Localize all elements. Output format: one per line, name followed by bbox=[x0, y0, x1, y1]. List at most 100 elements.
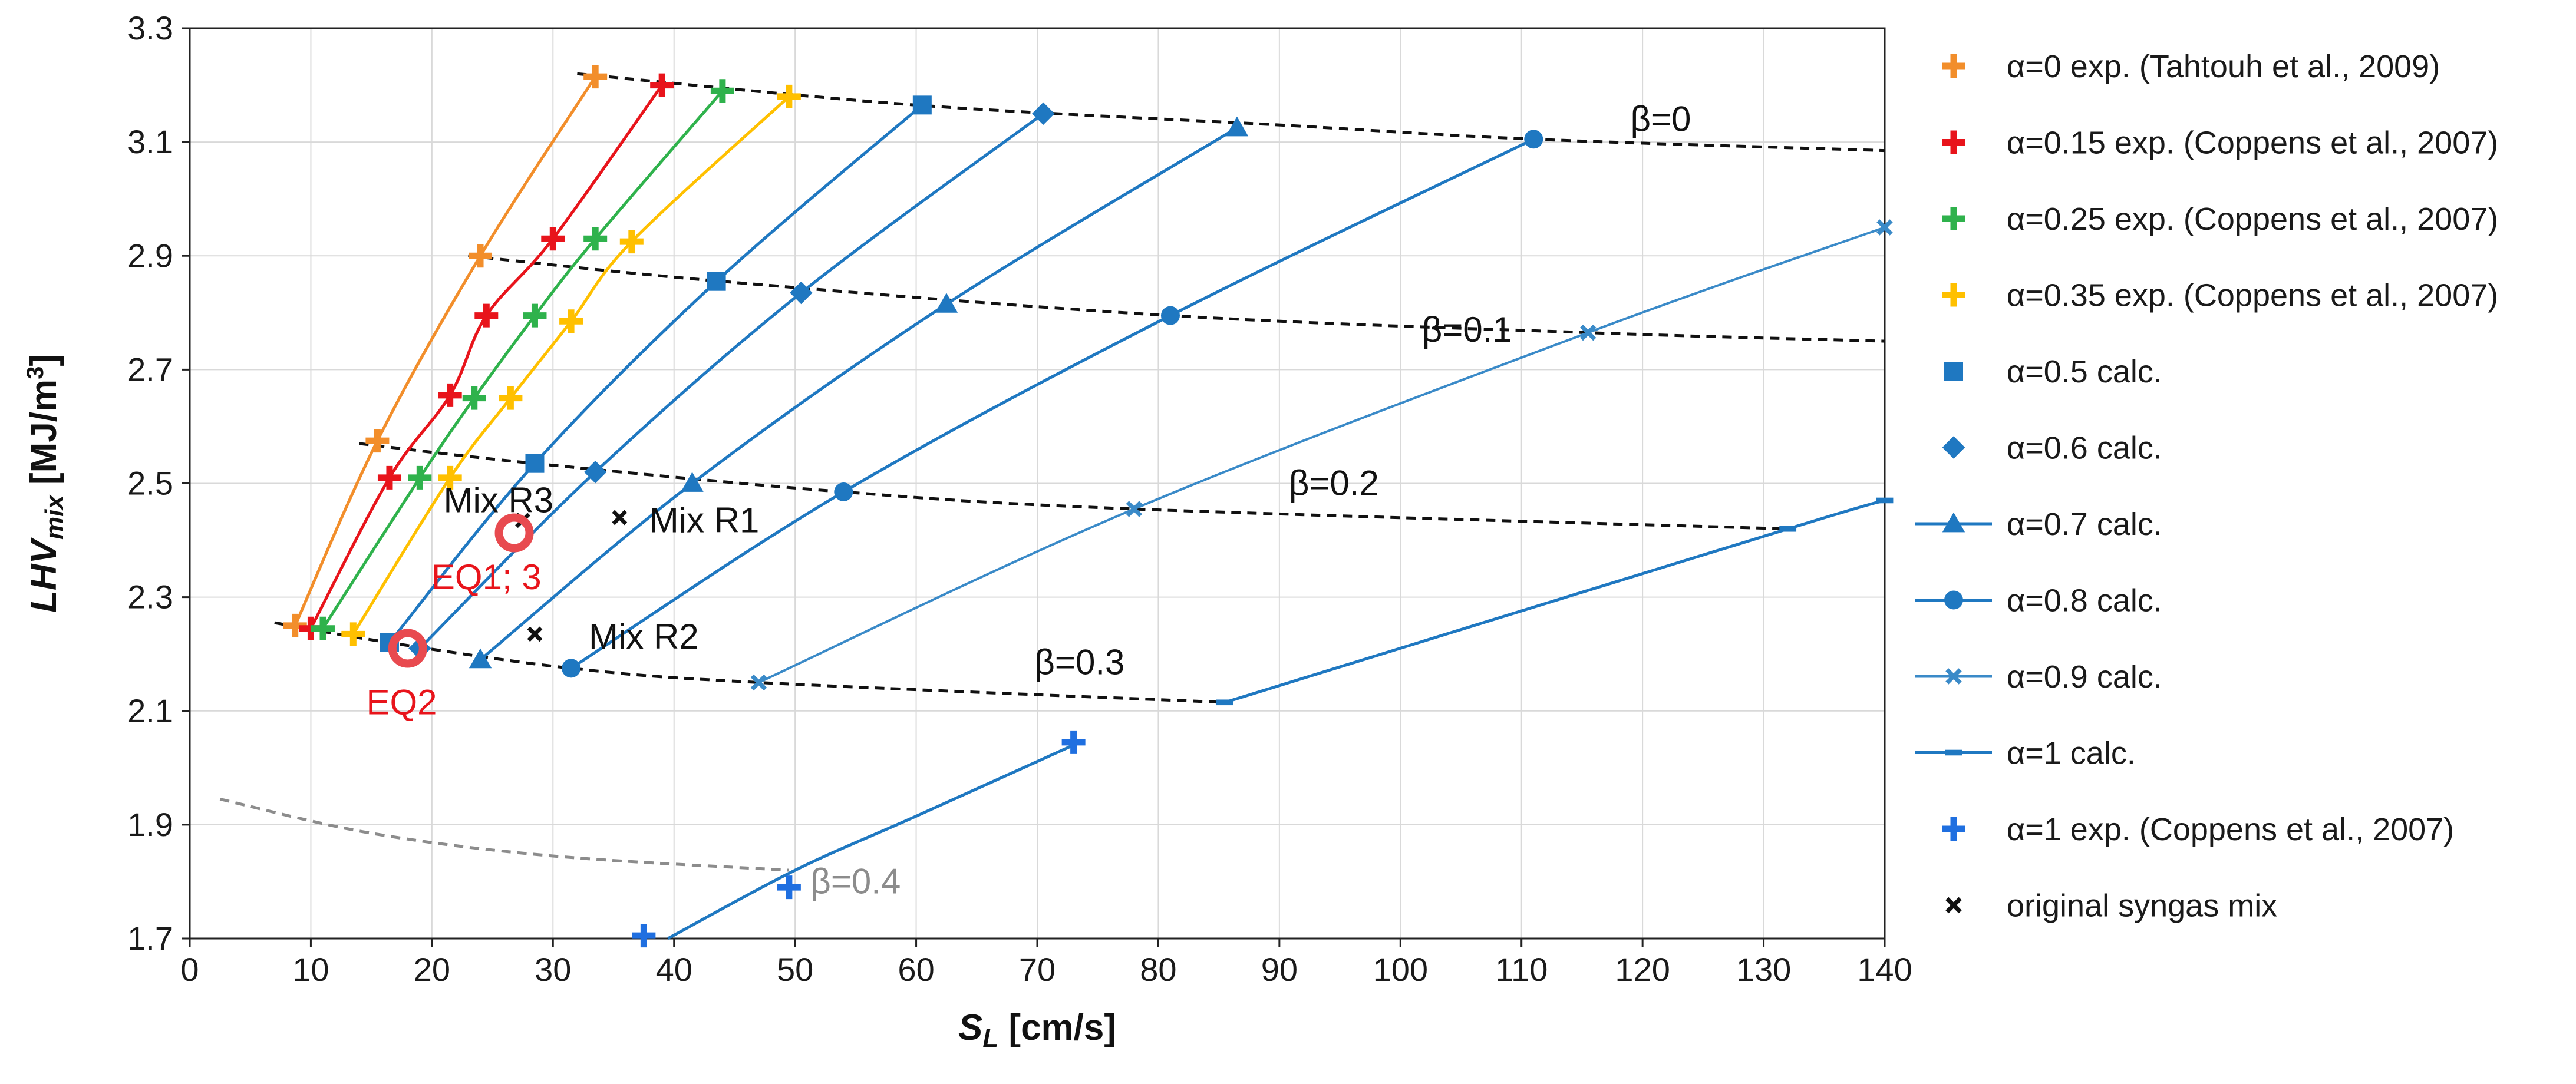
y-tick-label: 2.3 bbox=[127, 579, 173, 616]
point-0-25-exp-coppens-et-al-2007 bbox=[408, 465, 432, 490]
legend-item-0-9-calc: α=0.9 calc. bbox=[1915, 659, 2162, 695]
point-0-7-calc bbox=[681, 472, 704, 492]
x-tick-label: 40 bbox=[656, 951, 692, 988]
line-1-calc bbox=[1224, 499, 1885, 704]
y-tick-label: 2.5 bbox=[127, 465, 173, 502]
legend-marker bbox=[1942, 436, 1965, 459]
y-tick-label: 1.9 bbox=[127, 806, 173, 843]
annotation-0-3: β=0.3 bbox=[1034, 643, 1124, 682]
legend-item-0-35-exp-coppens-et-al-2007: α=0.35 exp. (Coppens et al., 2007) bbox=[1942, 278, 2498, 313]
point-0-8-calc bbox=[1160, 306, 1180, 325]
legend-item-0-8-calc: α=0.8 calc. bbox=[1915, 583, 2162, 619]
y-axis-title-unit: [MJ/m bbox=[24, 379, 64, 495]
legend-marker bbox=[1942, 283, 1965, 307]
annotation-mix-r2: Mix R2 bbox=[589, 617, 699, 656]
y-tick-label: 2.7 bbox=[127, 351, 173, 388]
line-1-calc-lower bbox=[667, 743, 1074, 940]
point-0-7-calc bbox=[935, 293, 958, 313]
legend-item-original-syngas-mix: original syngas mix bbox=[1945, 888, 2277, 924]
point-0-9-calc bbox=[1876, 219, 1893, 236]
line-0-5-calc bbox=[388, 104, 923, 644]
x-tick-label: 110 bbox=[1495, 951, 1548, 988]
line-0-15-exp-coppens-et-al-2007 bbox=[309, 84, 664, 629]
point-0-25-exp-coppens-et-al-2007 bbox=[311, 616, 335, 640]
legend-label: α=0.6 calc. bbox=[2007, 431, 2162, 466]
legend-marker bbox=[1942, 817, 1965, 841]
legend-label: α=0.8 calc. bbox=[2007, 583, 2162, 619]
y-tick-label: 1.7 bbox=[127, 920, 173, 957]
x-axis-title-unit: [cm/s] bbox=[998, 1007, 1116, 1048]
point-0-15-exp-coppens-et-al-2007 bbox=[438, 383, 462, 407]
point-0-exp-tahtouh-et-al-2009 bbox=[469, 244, 493, 268]
legend-item-0-15-exp-coppens-et-al-2007: α=0.15 exp. (Coppens et al., 2007) bbox=[1942, 125, 2498, 161]
point-0-6-calc bbox=[1032, 102, 1055, 125]
x-axis-title-main: S bbox=[958, 1007, 982, 1048]
highlight-ring-eq2 bbox=[388, 629, 427, 668]
y-tick-label: 3.1 bbox=[127, 123, 173, 160]
x-tick-label: 100 bbox=[1373, 951, 1428, 988]
annotation-eq2: EQ2 bbox=[366, 682, 437, 722]
legend-marker bbox=[1944, 590, 1963, 610]
point-0-25-exp-coppens-et-al-2007 bbox=[523, 303, 547, 328]
legend-marker bbox=[1944, 362, 1963, 381]
x-tick-label: 130 bbox=[1736, 951, 1791, 988]
legend-label: α=0.5 calc. bbox=[2007, 354, 2162, 389]
legend-marker bbox=[1945, 749, 1962, 756]
annotation-mix-r3: Mix R3 bbox=[443, 480, 553, 520]
point-0-35-exp-coppens-et-al-2007 bbox=[499, 386, 523, 410]
x-tick-label: 0 bbox=[180, 951, 199, 988]
x-tick-label: 50 bbox=[777, 951, 813, 988]
point-0-exp-tahtouh-et-al-2009 bbox=[583, 65, 608, 89]
line-0-2 bbox=[359, 442, 1788, 531]
point-0-9-calc bbox=[750, 674, 767, 691]
point-0-6-calc bbox=[583, 460, 607, 484]
point-0-35-exp-coppens-et-al-2007 bbox=[559, 309, 583, 333]
point-0-15-exp-coppens-et-al-2007 bbox=[650, 73, 674, 97]
legend-label: α=0.25 exp. (Coppens et al., 2007) bbox=[2007, 201, 2498, 237]
legend-label: α=0.7 calc. bbox=[2007, 507, 2162, 542]
x-tick-label: 60 bbox=[898, 951, 934, 988]
x-tick-label: 10 bbox=[292, 951, 329, 988]
line-0-exp-tahtouh-et-al-2009 bbox=[293, 75, 597, 626]
annotation-mix-r1: Mix R1 bbox=[649, 500, 760, 540]
line-0-9-calc bbox=[758, 226, 1885, 684]
line-0-7-calc bbox=[479, 126, 1238, 661]
legend-label: α=0.15 exp. (Coppens et al., 2007) bbox=[2007, 125, 2498, 161]
point-0-5-calc bbox=[912, 95, 932, 115]
annotation-eq1-3: EQ1; 3 bbox=[431, 557, 542, 597]
point-0-25-exp-coppens-et-al-2007 bbox=[583, 227, 608, 251]
x-tick-label: 120 bbox=[1615, 951, 1670, 988]
legend-marker bbox=[1942, 130, 1965, 154]
line-0-25-exp-coppens-et-al-2007 bbox=[321, 90, 724, 630]
line-0-8-calc bbox=[570, 138, 1535, 670]
legend-label: α=1 calc. bbox=[2007, 736, 2136, 771]
point-0-8-calc bbox=[562, 659, 581, 678]
point-0-25-exp-coppens-et-al-2007 bbox=[462, 386, 486, 410]
legend-marker bbox=[1942, 512, 1965, 533]
y-axis-title-unit-sup: 3 bbox=[22, 366, 48, 379]
x-axis-title: SL [cm/s] bbox=[958, 1007, 1116, 1053]
point-0-6-calc bbox=[790, 281, 813, 305]
x-axis-title-sub: L bbox=[982, 1024, 998, 1053]
annotation-0-1: β=0.1 bbox=[1422, 310, 1512, 349]
x-tick-label: 90 bbox=[1261, 951, 1298, 988]
legend-marker bbox=[1945, 897, 1962, 914]
point-original-syngas-mix bbox=[612, 510, 628, 526]
legend-item-0-6-calc: α=0.6 calc. bbox=[1942, 431, 2162, 466]
series-markers bbox=[283, 65, 1894, 948]
point-0-8-calc bbox=[1524, 130, 1543, 149]
y-axis-title: LHVmix [MJ/m3] bbox=[22, 354, 69, 613]
y-tick-label: 2.9 bbox=[127, 237, 173, 274]
point-1-calc bbox=[1779, 526, 1797, 532]
legend-label: α=1 exp. (Coppens et al., 2007) bbox=[2007, 812, 2454, 847]
line-0-6-calc bbox=[418, 112, 1044, 650]
y-axis-title-sub: mix bbox=[40, 494, 69, 540]
line-0-35-exp-coppens-et-al-2007 bbox=[352, 95, 790, 635]
point-0-exp-tahtouh-et-al-2009 bbox=[365, 429, 390, 453]
legend-label: α=0.35 exp. (Coppens et al., 2007) bbox=[2007, 278, 2498, 313]
legend-item-1-exp-coppens-et-al-2007: α=1 exp. (Coppens et al., 2007) bbox=[1942, 812, 2454, 847]
highlight-ring-eq1-3 bbox=[494, 513, 534, 553]
legend-item-0-exp-tahtouh-et-al-2009: α=0 exp. (Tahtouh et al., 2009) bbox=[1942, 49, 2440, 84]
